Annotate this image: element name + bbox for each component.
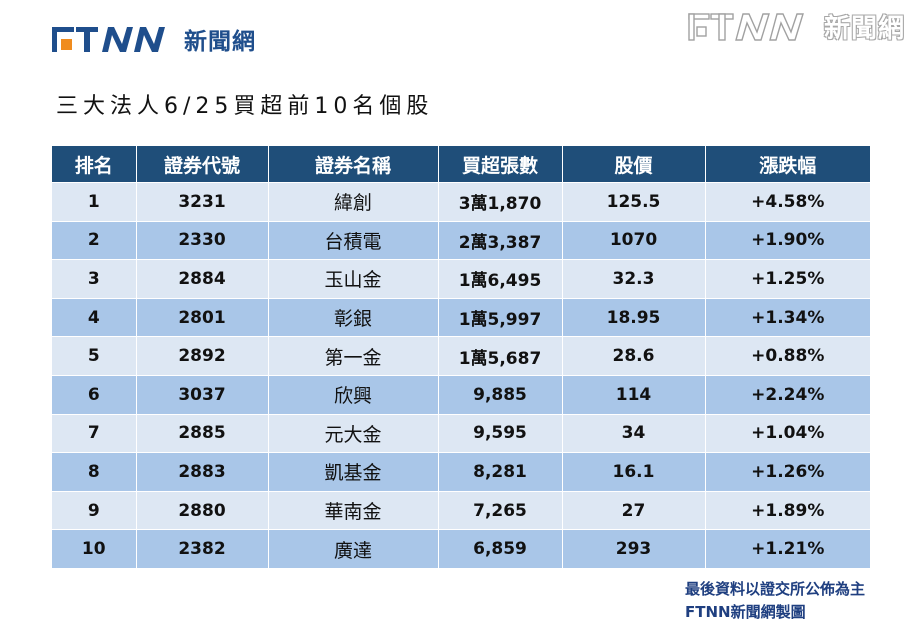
cell-net-buy: 1萬6,495 <box>438 259 563 299</box>
cell-net-buy: 1萬5,687 <box>438 336 563 376</box>
cell-code: 3231 <box>136 182 269 222</box>
cell-name: 彰銀 <box>268 297 439 337</box>
cell-net-buy: 3萬1,870 <box>438 182 563 222</box>
cell-rank: 3 <box>52 259 137 299</box>
cell-price: 125.5 <box>562 182 706 222</box>
table-row: 5 2892 第一金 1萬5,687 28.6 +0.88% <box>52 336 870 376</box>
cell-net-buy: 2萬3,387 <box>438 220 563 260</box>
cell-rank: 4 <box>52 297 137 337</box>
table-row: 9 2880 華南金 7,265 27 +1.89% <box>52 490 870 530</box>
cell-price: 28.6 <box>562 336 706 376</box>
cell-name: 元大金 <box>268 413 439 453</box>
cell-net-buy: 9,595 <box>438 413 563 453</box>
footer-note: 最後資料以證交所公佈為主 FTNN新聞網製圖 <box>685 578 865 624</box>
cell-price: 34 <box>562 413 706 453</box>
page-title: 三大法人6/25買超前10名個股 <box>56 94 434 119</box>
cell-net-buy: 1萬5,997 <box>438 297 563 337</box>
table-row: 4 2801 彰銀 1萬5,997 18.95 +1.34% <box>52 297 870 337</box>
cell-change: +1.21% <box>705 529 870 568</box>
cell-price: 1070 <box>562 220 706 260</box>
table-row: 2 2330 台積電 2萬3,387 1070 +1.90% <box>52 220 870 260</box>
cell-change: +1.25% <box>705 259 870 299</box>
cell-code: 2382 <box>136 529 269 568</box>
cell-change: +1.90% <box>705 220 870 260</box>
ftnn-logo-mark <box>52 27 165 52</box>
header-rank: 排名 <box>52 146 137 183</box>
cell-change: +4.58% <box>705 182 870 222</box>
table-row: 3 2884 玉山金 1萬6,495 32.3 +1.25% <box>52 259 870 299</box>
header-change: 漲跌幅 <box>705 146 870 183</box>
table-row: 8 2883 凱基金 8,281 16.1 +1.26% <box>52 452 870 492</box>
header-price: 股價 <box>562 146 706 183</box>
cell-name: 第一金 <box>268 336 439 376</box>
cell-change: +0.88% <box>705 336 870 376</box>
cell-price: 18.95 <box>562 297 706 337</box>
cell-code: 2330 <box>136 220 269 260</box>
cell-change: +1.89% <box>705 490 870 530</box>
cell-rank: 8 <box>52 452 137 492</box>
cell-code: 2884 <box>136 259 269 299</box>
cell-name: 華南金 <box>268 490 439 530</box>
cell-change: +1.34% <box>705 297 870 337</box>
cell-change: +1.26% <box>705 452 870 492</box>
cell-code: 2883 <box>136 452 269 492</box>
logo-text: 新聞網 <box>184 29 256 55</box>
ftnn-logo: 新聞網 <box>52 22 256 56</box>
table-header-row: 排名 證券代號 證券名稱 買超張數 股價 漲跌幅 <box>52 146 870 183</box>
cell-name: 欣興 <box>268 374 439 415</box>
cell-name: 緯創 <box>268 182 439 222</box>
watermark-text: 新聞網 <box>823 14 905 44</box>
cell-change: +2.24% <box>705 374 870 415</box>
footer-source: 最後資料以證交所公佈為主 <box>684 580 865 598</box>
cell-name: 凱基金 <box>268 452 439 492</box>
table-row: 10 2382 廣達 6,859 293 +1.21% <box>52 529 870 568</box>
cell-price: 27 <box>562 490 706 530</box>
cell-rank: 10 <box>52 529 137 568</box>
header-code: 證券代號 <box>136 146 269 183</box>
cell-net-buy: 9,885 <box>438 374 563 415</box>
header-name: 證券名稱 <box>268 146 439 183</box>
cell-rank: 7 <box>52 413 137 453</box>
table-row: 7 2885 元大金 9,595 34 +1.04% <box>52 413 870 453</box>
cell-price: 32.3 <box>562 259 706 299</box>
cell-change: +1.04% <box>705 413 870 453</box>
cell-price: 293 <box>562 529 706 568</box>
cell-net-buy: 6,859 <box>438 529 563 568</box>
cell-code: 2801 <box>136 297 269 337</box>
cell-rank: 6 <box>52 374 137 415</box>
watermark-mark <box>688 12 804 41</box>
cell-price: 114 <box>562 374 706 415</box>
cell-code: 2880 <box>136 490 269 530</box>
cell-code: 3037 <box>136 374 269 415</box>
cell-name: 台積電 <box>268 220 439 260</box>
cell-rank: 9 <box>52 490 137 530</box>
cell-price: 16.1 <box>562 452 706 492</box>
cell-code: 2885 <box>136 413 269 453</box>
cell-name: 玉山金 <box>268 259 439 299</box>
top10-table: 排名 證券代號 證券名稱 買超張數 股價 漲跌幅 1 3231 緯創 3萬1,8… <box>52 146 870 568</box>
table-row: 6 3037 欣興 9,885 114 +2.24% <box>52 374 870 415</box>
cell-rank: 5 <box>52 336 137 376</box>
cell-net-buy: 8,281 <box>438 452 563 492</box>
cell-name: 廣達 <box>268 529 439 568</box>
cell-code: 2892 <box>136 336 269 376</box>
ftnn-watermark: 新聞網 <box>688 8 905 45</box>
table-row: 1 3231 緯創 3萬1,870 125.5 +4.58% <box>52 182 870 222</box>
cell-net-buy: 7,265 <box>438 490 563 530</box>
cell-rank: 1 <box>52 182 137 222</box>
cell-rank: 2 <box>52 220 137 260</box>
footer-credit: FTNN新聞網製圖 <box>684 603 806 621</box>
header-net-buy: 買超張數 <box>438 146 563 183</box>
